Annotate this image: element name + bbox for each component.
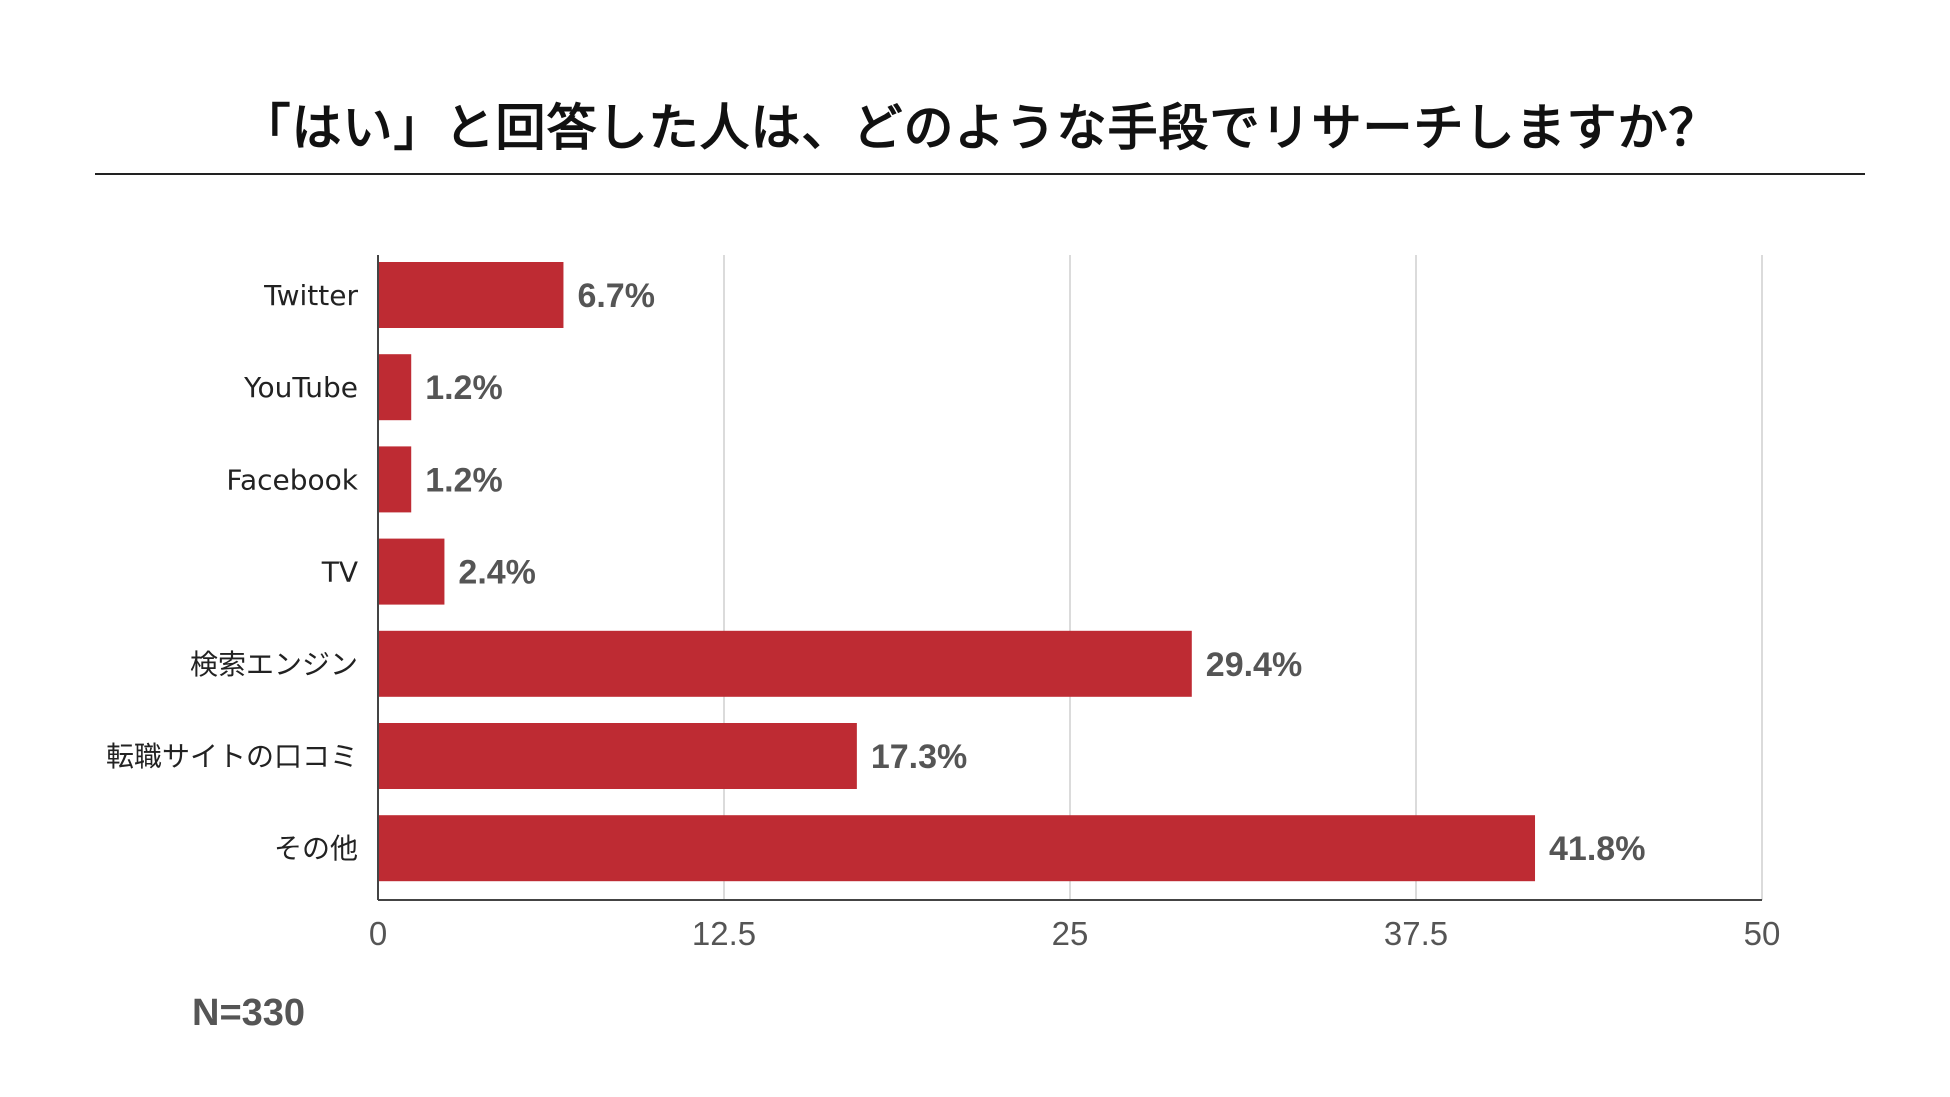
category-label: その他 (274, 832, 358, 865)
bar (378, 538, 445, 605)
x-tick-label: 0 (369, 915, 387, 952)
data-label: 1.2% (425, 369, 503, 407)
gridlines (723, 255, 1763, 900)
category-label: YouTube (243, 371, 358, 404)
bar (378, 262, 564, 328)
bar (378, 723, 857, 789)
category-label: Twitter (263, 279, 358, 312)
category-label: 検索エンジン (190, 648, 358, 681)
bar (378, 354, 412, 421)
data-label: 2.4% (458, 554, 536, 592)
labels: 0 12.5 25 37.5 50 Twitter 6.7% YouTube 1.2% Faceb… (106, 277, 1780, 952)
data-label: 29.4% (1206, 646, 1302, 684)
title-divider (95, 173, 1865, 175)
axes (377, 255, 1762, 901)
category-label: Facebook (226, 463, 358, 496)
category-label: TV (321, 556, 358, 589)
x-tick-label: 25 (1052, 915, 1089, 952)
bars (378, 262, 1536, 882)
data-label: 6.7% (577, 277, 655, 315)
data-label: 41.8% (1549, 830, 1645, 868)
x-tick-label: 37.5 (1384, 915, 1448, 952)
data-label: 17.3% (871, 738, 967, 776)
category-label: 転職サイトの口コミ (106, 740, 358, 773)
x-tick-label: 12.5 (692, 915, 756, 952)
data-label: 1.2% (425, 461, 503, 499)
chart-title: 「はい」と回答した人は、どのような手段でリサーチしますか？ (240, 99, 1720, 157)
bar (378, 446, 412, 513)
bar (378, 815, 1536, 882)
sample-size-note: N=330 (192, 992, 306, 1034)
bar (378, 630, 1192, 697)
x-tick-label: 50 (1744, 915, 1781, 952)
